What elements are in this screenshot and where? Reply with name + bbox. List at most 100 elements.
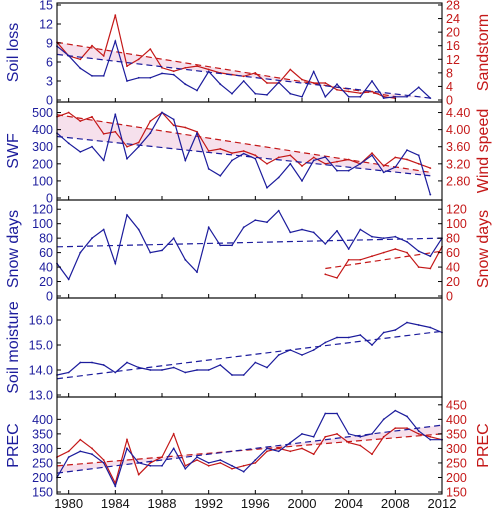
left-series-point [347,95,350,98]
left-series-point [406,415,408,418]
left-series-point [301,228,303,231]
left-tick-label: 0 [46,192,53,206]
left-series-point [102,364,105,366]
left-series-point [149,132,152,135]
left-series-point [347,336,350,339]
left-series-line [56,209,443,281]
left-series-point [149,76,152,79]
left-series-point [219,83,222,86]
right-series-point [254,72,257,74]
right-series-point [196,459,198,461]
right-series-point [149,48,152,50]
right-series-point [126,65,128,67]
left-series-point [277,81,280,84]
left-series-point [359,435,362,438]
left-series-point [172,237,175,240]
left-series-point [219,174,222,177]
left-series-point [254,92,257,95]
right-tick-label: 60 [446,246,460,260]
left-series-point [394,166,397,169]
left-series-point [417,154,420,157]
right-series-point [429,267,432,270]
right-series-point [102,55,105,57]
left-tick-label: 350 [32,427,53,441]
left-series-point [172,118,175,121]
right-series-point [149,120,152,122]
right-series-point [231,152,233,155]
right-tick-label: 0 [446,290,453,304]
left-series-point [347,169,350,172]
left-tick-label: 20 [39,275,53,289]
left-series-point [231,464,233,467]
left-trend-line [56,424,443,474]
left-series-point [242,152,245,155]
left-series-point [359,95,362,98]
left-series-point [336,230,338,232]
right-series-point [382,251,385,254]
left-series-point [382,237,385,240]
left-axis-label: Snow days [5,210,22,288]
trend-shade [57,42,431,99]
left-series-point [137,76,140,79]
right-series-point [312,156,315,159]
left-series-point [336,169,338,172]
left-trend-line [56,135,431,177]
left-series-point [242,374,245,376]
left-series-point [289,441,292,444]
left-series-point [91,361,93,364]
left-series-point [196,271,198,273]
left-series-point [67,371,70,374]
left-tick-label: 400 [32,413,53,427]
left-series-point [301,180,303,182]
left-series-point [382,418,385,421]
left-series-point [172,447,175,450]
left-series-point [79,450,82,453]
right-series-point [79,58,82,61]
right-series-point [394,248,397,250]
right-series-point [207,68,210,71]
right-series-point [172,433,175,435]
x-tick-label: 2004 [334,496,363,511]
left-series-point [359,334,362,336]
right-series-point [149,462,152,464]
right-series-point [406,427,408,429]
right-tick-label: 3.60 [446,140,470,154]
right-tick-label: 400 [446,413,467,427]
left-series-point [196,89,198,92]
left-series-point [184,83,187,86]
right-tick-label: 20 [446,275,460,289]
right-series-point [371,152,373,155]
right-series-point [324,435,327,438]
right-tick-label: 12 [446,53,460,67]
right-series-point [417,433,420,435]
left-series-point [207,168,210,170]
left-series-point [371,433,373,435]
right-series-point [324,273,327,276]
left-tick-label: 0 [46,94,53,108]
left-series-point [312,435,315,438]
left-series-point [394,409,397,412]
right-tick-label: 200 [446,471,467,485]
left-series-point [289,231,292,234]
left-series-point [382,97,385,99]
right-tick-label: 40 [446,261,460,275]
left-series-point [406,240,408,243]
left-series-line [56,321,443,376]
right-tick-label: 150 [446,486,467,500]
right-series-point [137,141,140,144]
left-series-point [137,145,140,148]
left-series-point [114,113,117,116]
right-tick-label: 350 [446,427,467,441]
right-series-point [126,438,128,441]
left-tick-label: 200 [32,157,53,171]
right-series-point [242,150,245,152]
left-tick-label: 13.0 [29,389,53,403]
left-series-point [91,75,93,77]
left-series-point [312,159,315,162]
right-series-point [289,154,292,157]
right-series-point [371,255,373,258]
right-axis-label: Sandstorm [475,14,492,91]
right-series-point [336,160,338,163]
left-series-point [79,251,82,254]
left-series-point [429,326,432,329]
